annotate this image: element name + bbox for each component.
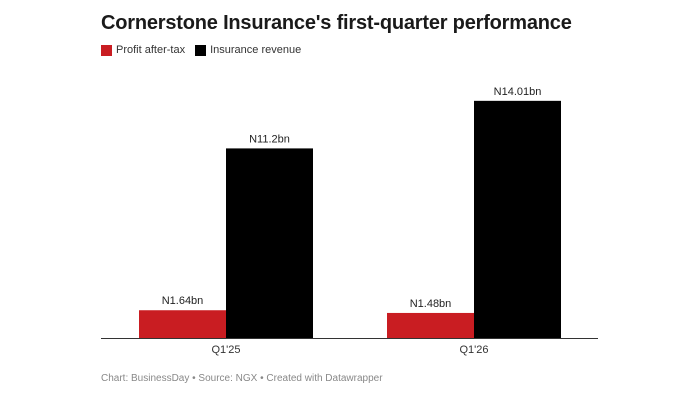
chart-title: Cornerstone Insurance's first-quarter pe…: [101, 12, 572, 34]
legend-item-revenue: Insurance revenue: [195, 44, 301, 56]
data-label-revenue-1: N14.01bn: [494, 86, 542, 98]
chart-legend: Profit after-tax Insurance revenue: [101, 44, 311, 56]
x-tick-label-1: Q1'26: [459, 344, 488, 356]
chart-footer: Chart: BusinessDay • Source: NGX • Creat…: [101, 373, 383, 384]
x-tick-label-0: Q1'25: [211, 344, 240, 356]
legend-label-profit: Profit after-tax: [116, 44, 186, 56]
legend-label-revenue: Insurance revenue: [210, 44, 302, 56]
legend-swatch-profit: [101, 44, 112, 56]
legend-swatch-revenue: [195, 44, 207, 56]
data-label-revenue-0: N11.2bn: [249, 133, 290, 145]
bar-revenue-0: [226, 148, 313, 338]
legend-item-profit: Profit after-tax: [101, 44, 185, 56]
data-label-profit-1: N1.48bn: [410, 298, 452, 310]
bar-profit-1: [387, 312, 474, 338]
data-label-profit-0: N1.64bn: [162, 295, 204, 307]
bar-profit-0: [139, 310, 226, 338]
bar-revenue-1: [474, 100, 561, 339]
